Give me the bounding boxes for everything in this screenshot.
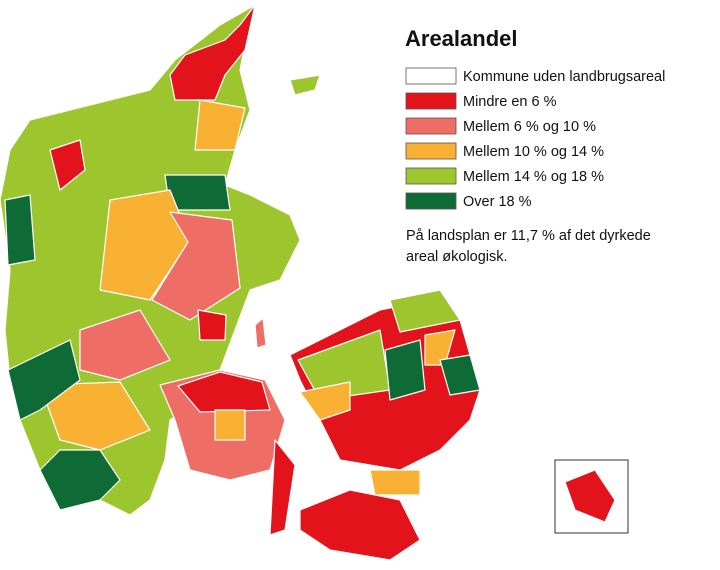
region <box>39 449 121 511</box>
region <box>389 289 461 333</box>
region <box>269 439 296 536</box>
legend-swatch <box>405 167 457 185</box>
legend-swatch <box>405 117 457 135</box>
region <box>254 317 267 349</box>
region <box>151 211 241 321</box>
legend-label: Mellem 10 % og 14 % <box>463 144 604 160</box>
legend-title: Arealandel <box>405 26 518 51</box>
legend: Kommune uden landbrugsareal Mindre en 6 %… <box>405 67 665 210</box>
inset-frame <box>554 459 629 534</box>
legend-label: Mellem 6 % og 10 % <box>463 119 596 135</box>
region <box>49 139 86 191</box>
region <box>369 469 421 496</box>
region <box>289 74 321 96</box>
region <box>194 99 246 151</box>
note: På landsplan er 11,7 % af det dyrkede ar… <box>406 228 651 265</box>
legend-label: Over 18 % <box>463 194 532 210</box>
region <box>7 339 81 421</box>
region <box>214 409 246 441</box>
legend-swatch <box>405 67 457 85</box>
legend-label: Kommune uden landbrugsareal <box>463 69 665 85</box>
region <box>39 381 151 451</box>
map-regions <box>0 4 629 561</box>
region <box>177 371 271 413</box>
region <box>197 309 227 341</box>
region <box>564 469 616 523</box>
region <box>299 381 351 421</box>
legend-swatch <box>405 142 457 160</box>
legend-swatch <box>405 192 457 210</box>
region <box>169 4 256 101</box>
region <box>4 194 36 266</box>
legend-label: Mindre en 6 % <box>463 94 557 110</box>
region <box>79 309 171 381</box>
region <box>384 339 426 401</box>
legend-label: Mellem 14 % og 18 % <box>463 169 604 185</box>
legend-swatch <box>405 92 457 110</box>
region <box>439 354 481 396</box>
region <box>299 489 421 561</box>
